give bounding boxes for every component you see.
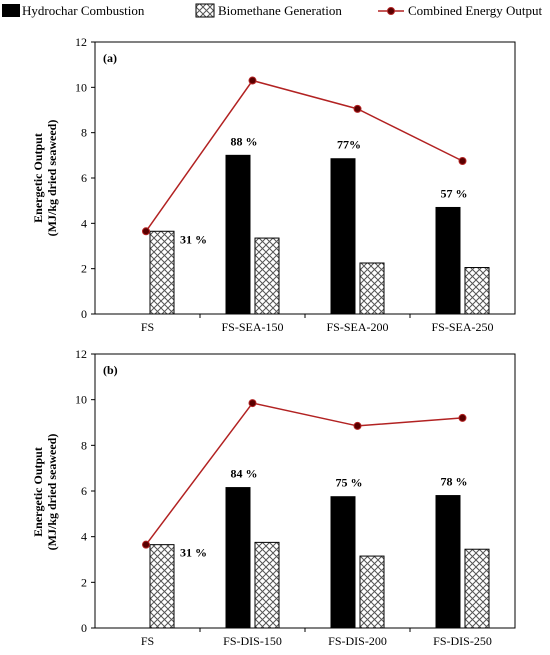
x-tick-label: FS (141, 634, 154, 648)
y-axis-label: Energetic Output(MJ/kg dried seaweed) (31, 434, 59, 551)
bar-hydrochar (435, 206, 461, 315)
percent-annotation: 57 % (441, 186, 468, 200)
panel-label: (b) (103, 363, 118, 377)
legend-label-biomethane: Biomethane Generation (218, 3, 342, 18)
percent-annotation: 75 % (336, 476, 363, 490)
bar-biomethane (149, 544, 175, 629)
combined-energy-point (248, 76, 257, 85)
y-tick-label: 4 (81, 530, 87, 544)
chart-panel-a: 0 2 4 6 8 10 12 Energetic Output(MJ/kg dried se… (31, 35, 516, 334)
y-tick-label: 12 (75, 347, 87, 361)
y-tick-label: 2 (81, 262, 87, 276)
y-tick-label: 0 (81, 307, 87, 321)
y-tick-label: 0 (81, 621, 87, 635)
y-axis-label-line1: Energetic Output (31, 133, 45, 223)
percent-annotation: 77% (337, 138, 361, 152)
bar-biomethane (149, 230, 175, 315)
bar-biomethane (254, 541, 280, 629)
x-tick-label: FS-SEA-250 (431, 320, 493, 334)
y-axis-label: Energetic Output(MJ/kg dried seaweed) (31, 120, 59, 237)
y-tick-label: 8 (81, 438, 87, 452)
bar-biomethane (464, 548, 490, 629)
combined-energy-line (145, 402, 463, 546)
legend-solid-swatch (2, 4, 20, 17)
percent-annotation: 78 % (441, 475, 468, 489)
percent-annotation: 31 % (180, 232, 207, 246)
legend-hatched-swatch (195, 3, 215, 18)
combined-energy-point (458, 413, 467, 422)
bar-biomethane (359, 262, 385, 315)
y-axis-label-line2: (MJ/kg dried seaweed) (45, 434, 59, 551)
combined-energy-point (142, 540, 150, 549)
y-axis-label-line2: (MJ/kg dried seaweed) (45, 120, 59, 237)
y-axis-label-line1: Energetic Output (31, 447, 45, 537)
combined-energy-point (353, 421, 362, 430)
percent-annotation: 84 % (231, 467, 258, 481)
y-tick-label: 4 (81, 216, 87, 230)
y-tick-label: 10 (75, 80, 87, 94)
bar-biomethane (359, 555, 385, 629)
y-tick-label: 6 (81, 171, 87, 185)
bar-hydrochar (330, 496, 356, 629)
y-tick-label: 2 (81, 575, 87, 589)
bar-hydrochar (225, 154, 251, 315)
bar-hydrochar (330, 158, 356, 315)
panel-label: (a) (103, 51, 117, 65)
combined-energy-point (353, 104, 362, 113)
y-tick-label: 12 (75, 35, 87, 49)
x-tick-label: FS-DIS-150 (223, 634, 282, 648)
percent-annotation: 88 % (231, 134, 258, 148)
y-tick-label: 6 (81, 484, 87, 498)
bar-hydrochar (435, 495, 461, 629)
x-tick-label: FS (141, 320, 154, 334)
legend-label-combined: Combined Energy Output (408, 3, 542, 18)
y-tick-label: 8 (81, 126, 87, 140)
x-tick-label: FS-DIS-200 (328, 634, 387, 648)
bar-biomethane (254, 237, 280, 315)
bar-hydrochar (225, 487, 251, 629)
legend-line-marker (387, 7, 395, 15)
x-tick-label: FS-DIS-250 (433, 634, 492, 648)
chart-panel-b: 0 2 4 6 8 10 12 Energetic Output(MJ/kg dried se… (31, 347, 516, 648)
combined-energy-point (142, 227, 150, 236)
combined-energy-point (458, 157, 467, 165)
x-tick-label: FS-SEA-200 (326, 320, 388, 334)
percent-annotation: 31 % (180, 546, 207, 560)
x-tick-label: FS-SEA-150 (221, 320, 283, 334)
combined-energy-point (248, 399, 257, 408)
y-tick-label: 10 (75, 393, 87, 407)
combined-energy-line (145, 79, 463, 232)
legend-label-hydrochar: Hydrochar Combustion (22, 3, 145, 18)
legend: Hydrochar Combustion Biomethane Generati… (2, 3, 542, 18)
bar-biomethane (464, 267, 490, 315)
